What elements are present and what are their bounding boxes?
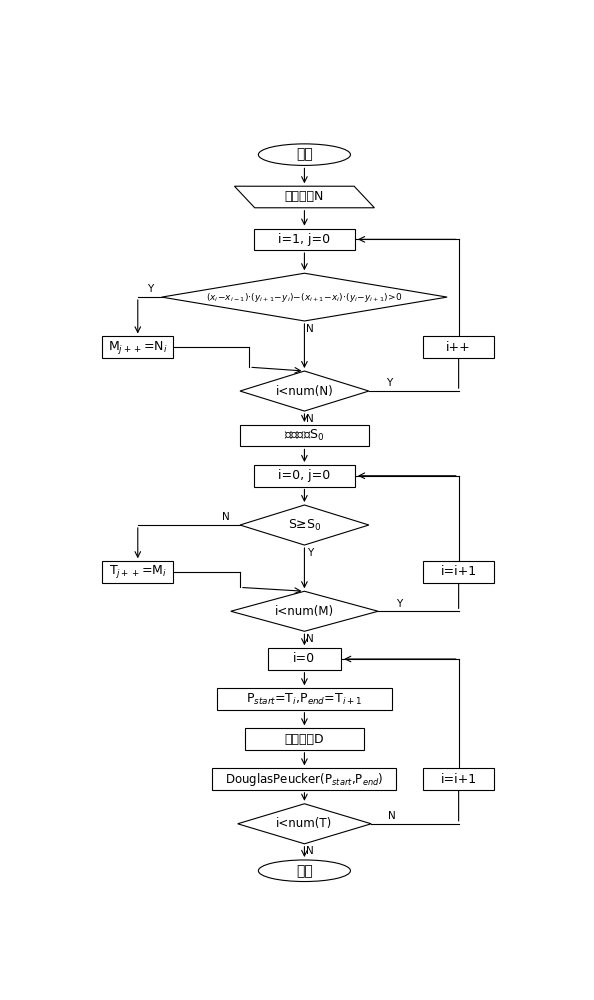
Bar	[213, 768, 397, 790]
Text: i=0, j=0: i=0, j=0	[279, 469, 330, 482]
Text: N: N	[306, 324, 314, 334]
Ellipse shape	[258, 144, 350, 165]
Text: N: N	[306, 846, 314, 856]
Polygon shape	[240, 505, 369, 545]
Text: N: N	[306, 634, 314, 644]
Bar	[254, 465, 355, 487]
Text: S≥S$_0$: S≥S$_0$	[287, 517, 321, 533]
Text: P$_{start}$=T$_i$,P$_{end}$=T$_{i+1}$: P$_{start}$=T$_i$,P$_{end}$=T$_{i+1}$	[247, 691, 362, 707]
Text: i=1, j=0: i=1, j=0	[279, 233, 330, 246]
Text: i<num(N): i<num(N)	[276, 385, 333, 398]
Text: DouglasPeucker(P$_{start}$,P$_{end}$): DouglasPeucker(P$_{start}$,P$_{end}$)	[225, 771, 384, 788]
Text: i<num(M): i<num(M)	[275, 605, 334, 618]
Bar	[254, 229, 355, 250]
Text: M$_{j++}$=N$_i$: M$_{j++}$=N$_i$	[108, 339, 168, 356]
Polygon shape	[162, 273, 447, 321]
Polygon shape	[238, 804, 371, 844]
Text: i=0: i=0	[293, 652, 315, 666]
Text: N: N	[388, 811, 396, 821]
Text: Y: Y	[396, 599, 402, 609]
Bar	[245, 728, 364, 750]
Text: i=i+1: i=i+1	[441, 773, 477, 786]
Bar	[102, 336, 173, 358]
Text: Y: Y	[387, 378, 393, 388]
Text: i<num(T): i<num(T)	[276, 817, 333, 830]
Ellipse shape	[258, 860, 350, 882]
Text: i++: i++	[446, 341, 471, 354]
Text: Y: Y	[147, 284, 153, 294]
Bar	[423, 561, 494, 583]
Text: N: N	[222, 512, 230, 522]
Text: $(x_i\!-\!x_{i-1})\!\cdot\!(y_{i+1}\!-\!y_i)\!-\!(x_{i+1}\!-\!x_i)\!\cdot\!(y_i\: $(x_i\!-\!x_{i-1})\!\cdot\!(y_{i+1}\!-\!…	[206, 291, 403, 304]
Text: 读取点集N: 读取点集N	[285, 190, 324, 204]
Bar	[240, 425, 369, 446]
Text: 计算阈值D: 计算阈值D	[285, 733, 324, 746]
Polygon shape	[230, 591, 378, 631]
Polygon shape	[240, 371, 369, 411]
Bar	[423, 768, 494, 790]
Text: 结束: 结束	[296, 864, 313, 878]
Text: 计算阈值S$_0$: 计算阈值S$_0$	[284, 428, 325, 443]
Bar	[102, 561, 173, 583]
Bar	[423, 336, 494, 358]
Text: Y: Y	[307, 548, 313, 558]
Bar	[217, 688, 392, 710]
Text: N: N	[306, 414, 314, 424]
Text: i=i+1: i=i+1	[441, 565, 477, 578]
Polygon shape	[235, 186, 374, 208]
Bar	[267, 648, 341, 670]
Text: 开始: 开始	[296, 148, 313, 162]
Text: T$_{j++}$=M$_i$: T$_{j++}$=M$_i$	[109, 563, 167, 580]
